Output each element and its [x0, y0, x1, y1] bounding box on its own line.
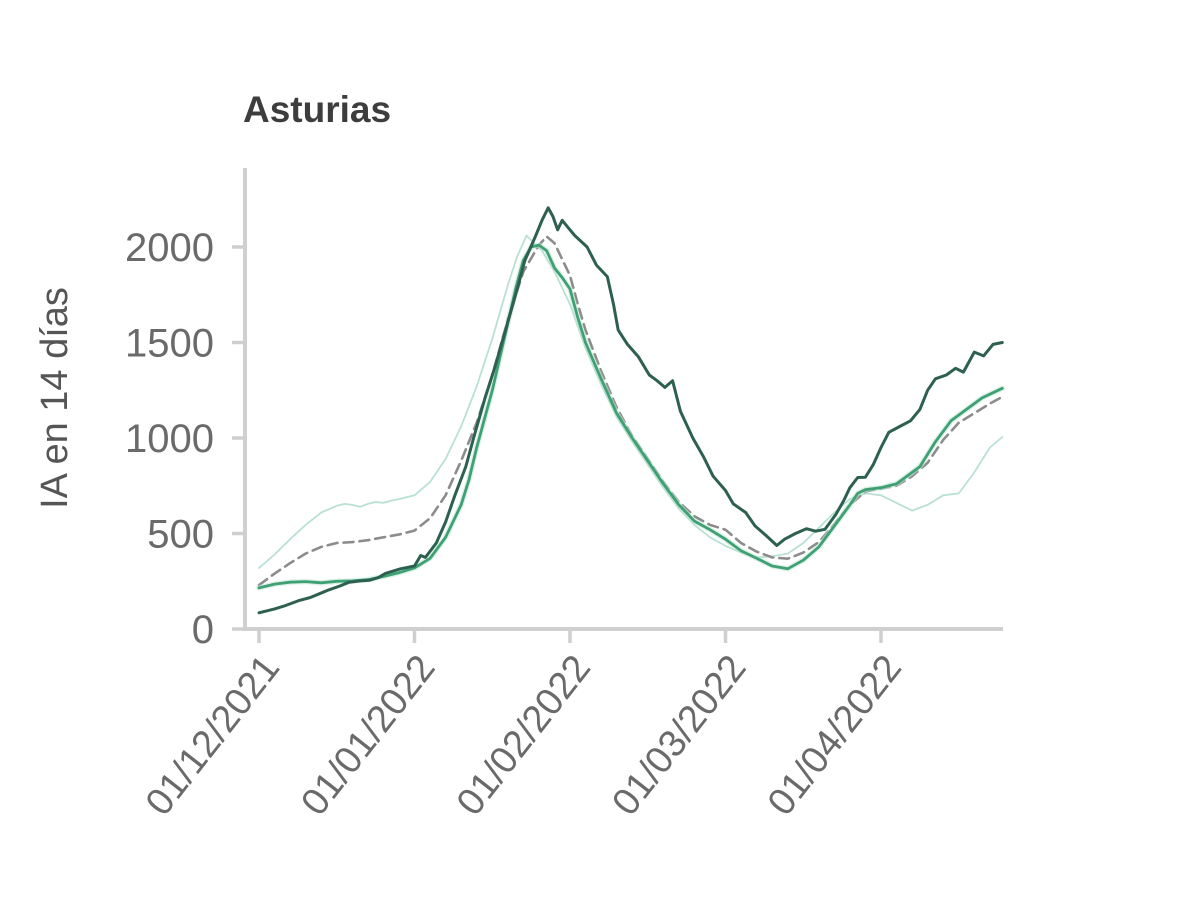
- x-tick-label: 01/02/2022: [449, 648, 599, 824]
- y-tick-label: 500: [147, 513, 214, 557]
- chart-line-linea-gris-discontinua: [257, 235, 1004, 587]
- chart-line-linea-verde-clara: [258, 234, 1004, 569]
- x-tick-label: 01/01/2022: [293, 648, 443, 824]
- x-tick-label: 01/03/2022: [604, 648, 754, 824]
- y-tick-label: 2000: [125, 226, 214, 270]
- y-tick-label: 1000: [125, 417, 214, 461]
- chart-line-halo-linea-verde-media: [256, 242, 1005, 591]
- x-tick-label: 01/04/2022: [760, 648, 910, 824]
- y-axis-label: IA en 14 días: [34, 287, 76, 509]
- chart-line-linea-verde-media: [257, 243, 1004, 590]
- y-tick-label: 1500: [125, 322, 214, 366]
- y-tick-label: 0: [192, 608, 214, 652]
- chart-line-linea-verde-oscura: [257, 206, 1004, 615]
- chart-title: Asturias: [243, 89, 391, 130]
- x-tick-label: 01/12/2021: [138, 648, 288, 824]
